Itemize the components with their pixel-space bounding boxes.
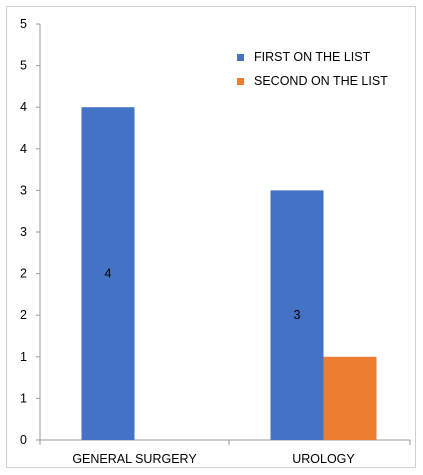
y-tick-label: 2 (20, 308, 27, 322)
y-tick-label: 4 (20, 100, 27, 114)
data-label: 3 (294, 308, 301, 322)
x-tick-label: UROLOGY (292, 452, 355, 466)
legend-swatch (237, 54, 244, 61)
y-tick-label: 1 (20, 350, 27, 364)
y-tick-label: 5 (20, 59, 27, 73)
legend-label: SECOND ON THE LIST (254, 74, 388, 88)
x-tick-label: GENERAL SURGERY (72, 452, 197, 466)
y-tick-label: 3 (20, 183, 27, 197)
y-tick-label: 4 (20, 142, 27, 156)
y-tick-label: 0 (20, 433, 27, 447)
y-tick-label: 3 (20, 225, 27, 239)
y-tick-label: 2 (20, 267, 27, 281)
bar (270, 190, 324, 440)
y-tick-label: 1 (20, 391, 27, 405)
legend-label: FIRST ON THE LIST (254, 50, 371, 64)
y-tick-label: 5 (20, 17, 27, 31)
legend-swatch (237, 78, 244, 85)
data-label: 4 (105, 267, 112, 281)
bar (81, 107, 135, 440)
bars (81, 107, 377, 440)
legend: FIRST ON THE LIST SECOND ON THE LIST (237, 50, 388, 88)
data-labels: 43 (105, 267, 301, 323)
bar (323, 356, 377, 440)
